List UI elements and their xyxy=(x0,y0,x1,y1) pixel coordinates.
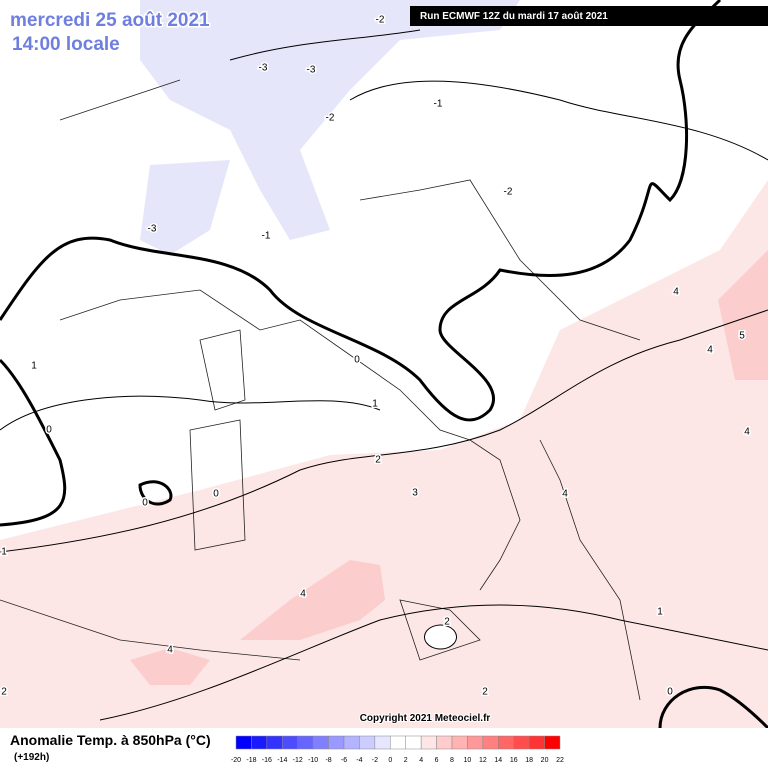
contour-label: 4 xyxy=(300,589,306,600)
scale-box xyxy=(498,735,514,750)
scale-box xyxy=(482,735,499,750)
contour xyxy=(0,309,768,553)
contour xyxy=(99,604,768,721)
scale-tick-label: -4 xyxy=(356,757,362,764)
scale-box xyxy=(528,735,545,750)
scale-tick-label: 18 xyxy=(525,757,533,764)
contour-label: 2 xyxy=(444,617,450,628)
warm-core xyxy=(240,560,385,640)
contour-label: 0 xyxy=(354,355,360,366)
scale-tick-label: 0 xyxy=(388,757,392,764)
contour-label: 5 xyxy=(739,331,745,342)
scale-tick-label: 6 xyxy=(435,757,439,764)
lead-time: (+192h) xyxy=(14,752,49,763)
contour-label: 4 xyxy=(562,489,568,500)
warm-core xyxy=(718,250,768,380)
run-box xyxy=(410,6,768,26)
scale-box xyxy=(513,735,530,750)
scale-tick-label: 12 xyxy=(479,757,487,764)
scale-box xyxy=(328,735,345,750)
zero-contour xyxy=(0,358,67,527)
contour xyxy=(424,624,457,650)
scale-box xyxy=(436,735,453,750)
scale-tick-label: 2 xyxy=(404,757,408,764)
zero-contour xyxy=(0,0,722,422)
scale-box xyxy=(235,735,252,750)
contour-label: 1 xyxy=(31,361,37,372)
contour xyxy=(349,80,768,161)
scale-box xyxy=(282,735,298,750)
scale-box xyxy=(266,735,283,750)
contour-label: 0 xyxy=(213,489,219,500)
contour-labels: -2 -3 -3 -2 -1 -2 -3 -1 0 1 1 0 0 0 2 3 4 4 4 2 1 2 0 2 1 4 5 4 4 xyxy=(0,13,752,699)
scale-box xyxy=(544,735,561,750)
contour-label: -2 xyxy=(326,113,335,124)
scale-tick-label: -2 xyxy=(372,757,378,764)
scale-tick-label: 22 xyxy=(556,757,564,764)
forecast-date: mercredi 25 août 2021 xyxy=(10,10,210,31)
warm-area xyxy=(0,180,768,728)
contour-label: -2 xyxy=(504,187,513,198)
scale-box xyxy=(374,735,391,750)
scale-tick-label: 8 xyxy=(450,757,454,764)
scale-tick-label: 16 xyxy=(510,757,518,764)
scale-box xyxy=(390,735,406,750)
zero-contour xyxy=(138,480,173,506)
contour-label: 2 xyxy=(375,455,381,466)
scale-box xyxy=(297,735,314,750)
scale-tick-label: 20 xyxy=(541,757,549,764)
warm-core xyxy=(130,648,210,685)
scale-tick-label: -6 xyxy=(341,757,347,764)
contour-label: 2 xyxy=(1,687,7,698)
scale-tick-label: 4 xyxy=(419,757,423,764)
cold-area xyxy=(140,160,230,255)
contour-label: -2 xyxy=(376,15,385,26)
scale-tick-label: -8 xyxy=(325,757,331,764)
contour-label: 4 xyxy=(673,287,679,298)
copyright: Copyright 2021 Meteociel.fr xyxy=(360,713,491,724)
contour-label: -1 xyxy=(262,231,271,242)
scale-box xyxy=(420,735,437,750)
scale-tick-label: -16 xyxy=(262,757,272,764)
forecast-time: 14:00 locale xyxy=(12,34,120,55)
run-info: Run ECMWF 12Z du mardi 17 août 2021 xyxy=(420,11,608,22)
contour xyxy=(229,29,421,61)
scale-tick-label: 14 xyxy=(494,757,502,764)
scale-tick-label: -20 xyxy=(231,757,241,764)
contour-label: 1 xyxy=(372,399,378,410)
cold-area xyxy=(140,0,520,240)
contour-label: 4 xyxy=(167,645,173,656)
contour-label: 3 xyxy=(412,488,418,499)
contour-label: 1 xyxy=(1,547,7,558)
contour-label: 0 xyxy=(142,498,148,509)
scale-box xyxy=(451,735,468,750)
scale-box xyxy=(251,735,268,750)
scale-box xyxy=(359,735,376,750)
contour-label: 2 xyxy=(482,687,488,698)
contour-label: 4 xyxy=(744,427,750,438)
scale-box xyxy=(405,735,422,750)
contour-label: 1 xyxy=(657,607,663,618)
coastline xyxy=(0,79,641,701)
scale-tick-label: -18 xyxy=(246,757,256,764)
contour xyxy=(0,395,381,431)
scale-box xyxy=(343,735,360,750)
contour-label: -3 xyxy=(259,63,268,74)
contour-label: 0 xyxy=(46,425,52,436)
contour-label: 0 xyxy=(667,687,673,698)
scale-box xyxy=(312,735,329,750)
contour-label: -1 xyxy=(434,99,443,110)
scale-tick-label: -14 xyxy=(277,757,287,764)
scale-tick-label: -10 xyxy=(308,757,318,764)
legend-title: Anomalie Temp. à 850hPa (°C) xyxy=(10,732,211,748)
scale-tick-label: 10 xyxy=(464,757,472,764)
scale-tick-label: -12 xyxy=(293,757,303,764)
color-scale: -20 -18 -16 -14 -12 -10 -8 -6 -4 -2 0 2 4 6 8 10 12 14 16 1… xyxy=(231,735,564,764)
zero-contour xyxy=(658,685,768,730)
scale-box xyxy=(467,735,484,750)
contour-label: -3 xyxy=(307,65,316,76)
contour-label: 4 xyxy=(707,345,713,356)
contour-label: -3 xyxy=(148,224,157,235)
